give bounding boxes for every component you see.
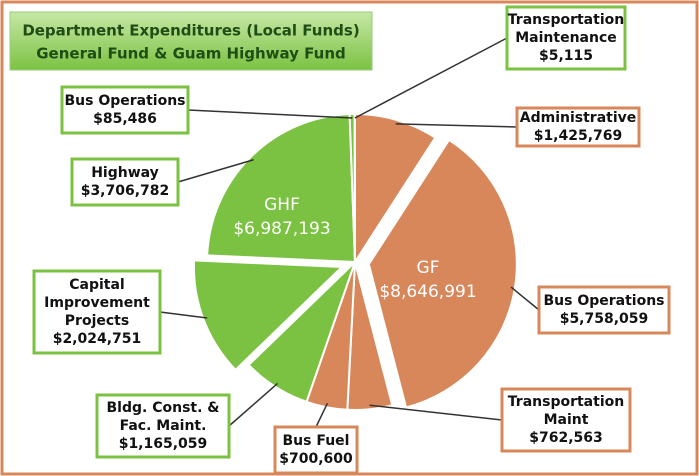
- slice-label: Projects: [65, 313, 129, 329]
- chart-subtitle: General Fund & Guam Highway Fund: [36, 45, 346, 63]
- label-box: [505, 5, 627, 71]
- slice: [354, 112, 437, 266]
- slice-label: Improvement: [44, 295, 150, 311]
- leader-line: [369, 404, 503, 421]
- value-label: $5,115: [539, 48, 593, 64]
- leader-line: [354, 37, 508, 119]
- value-label: $2,024,751: [53, 331, 142, 347]
- slice: [367, 138, 518, 409]
- leader-line: [395, 123, 518, 128]
- label-box: [70, 157, 180, 207]
- leader-line: [177, 159, 254, 183]
- group: [305, 112, 518, 411]
- slice-label: Bus Fuel: [283, 433, 350, 449]
- slice-label: Maintenance: [515, 30, 617, 46]
- label-box: [32, 269, 162, 355]
- slice: [247, 261, 356, 404]
- title-box: [9, 11, 373, 71]
- value-label: $700,600: [279, 451, 353, 467]
- slice-label: Transportation: [508, 12, 624, 28]
- label-box: [515, 106, 641, 148]
- value-label: $1,165,059: [119, 436, 208, 452]
- slice-label: Transportation: [508, 394, 624, 410]
- group: [192, 112, 357, 404]
- leader-line: [187, 109, 353, 119]
- leader-line: [159, 311, 208, 319]
- label-box: [95, 393, 231, 459]
- slice-label: Capital: [69, 277, 124, 293]
- group-name: GF: [417, 258, 440, 278]
- leader-line: [315, 403, 329, 428]
- leader-line: [228, 382, 279, 427]
- label-box: [273, 425, 359, 475]
- label-box: [60, 85, 190, 135]
- group-name: GHF: [264, 195, 300, 215]
- slice-label: Bldg. Const. &: [107, 400, 220, 416]
- value-label: $762,563: [529, 430, 603, 446]
- slice-label: Bus Operations: [543, 293, 664, 309]
- group-total: $6,987,193: [233, 219, 330, 239]
- group-total: $8,646,991: [379, 282, 476, 302]
- value-label: $5,758,059: [560, 311, 649, 327]
- slice-label: Maint: [544, 412, 589, 428]
- label-box: [500, 387, 632, 453]
- slice: [192, 259, 345, 372]
- leader-line: [510, 286, 540, 311]
- value-label: $1,425,769: [534, 128, 623, 144]
- slice-label: Fac. Maint.: [120, 418, 207, 434]
- label-box: [537, 285, 671, 335]
- value-label: $3,706,782: [81, 183, 170, 199]
- value-label: $85,486: [93, 111, 157, 127]
- slice-label: Highway: [91, 165, 159, 181]
- chart-title: Department Expenditures (Local Funds): [22, 22, 359, 40]
- slice-label: Administrative: [520, 110, 637, 126]
- slice-label: Bus Operations: [64, 93, 185, 109]
